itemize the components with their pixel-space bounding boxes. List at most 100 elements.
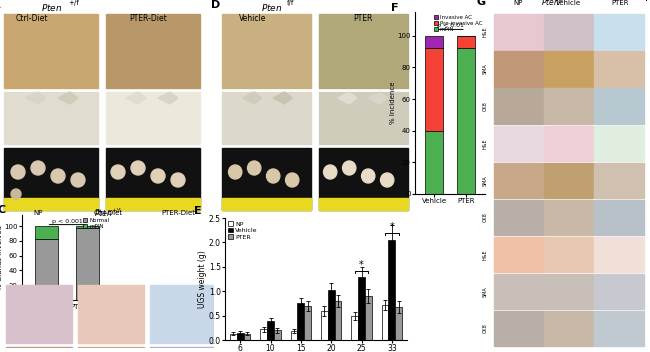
Bar	[594, 274, 644, 309]
Bar	[544, 200, 593, 235]
Bar	[106, 14, 200, 88]
Bar	[425, 48, 443, 131]
Text: H&E: H&E	[483, 27, 488, 37]
Bar	[544, 51, 593, 87]
Text: PTER: PTER	[353, 14, 372, 23]
Circle shape	[380, 173, 394, 187]
Bar	[544, 88, 593, 124]
Bar	[544, 14, 593, 50]
Bar	[222, 198, 311, 210]
Bar	[318, 92, 408, 144]
Text: $\it{Pten}$: $\it{Pten}$	[41, 2, 63, 13]
Bar	[544, 311, 593, 346]
Bar	[389, 240, 395, 340]
Text: Vehicle: Vehicle	[239, 14, 266, 23]
Y-axis label: % Incidence: % Incidence	[390, 82, 396, 124]
Legend: Normal, mPIN: Normal, mPIN	[83, 218, 109, 229]
Bar	[6, 285, 72, 343]
Text: PTER-Diet: PTER-Diet	[129, 14, 167, 23]
Circle shape	[111, 165, 125, 179]
Bar	[4, 92, 98, 144]
Bar	[493, 200, 543, 235]
Text: CK8: CK8	[483, 213, 488, 222]
Circle shape	[361, 169, 375, 183]
Bar	[106, 92, 200, 144]
Circle shape	[171, 173, 185, 187]
Bar	[594, 237, 644, 272]
Text: $\it{Pten}$: $\it{Pten}$	[261, 2, 282, 13]
Bar	[335, 301, 341, 340]
Bar	[544, 163, 593, 198]
Legend: Invasive AC, Pre-invasive AC, mPIN: Invasive AC, Pre-invasive AC, mPIN	[434, 15, 482, 32]
Bar	[76, 226, 99, 227]
Bar	[457, 48, 474, 194]
Bar	[318, 198, 408, 210]
Text: H&E: H&E	[483, 138, 488, 149]
Text: E: E	[194, 206, 202, 216]
Circle shape	[31, 161, 45, 175]
Bar	[222, 92, 311, 144]
Text: SMA: SMA	[483, 175, 488, 186]
Bar	[244, 334, 250, 340]
Bar	[358, 277, 365, 340]
Bar	[318, 148, 408, 210]
Bar	[493, 237, 543, 272]
Bar	[594, 311, 644, 346]
Polygon shape	[58, 92, 78, 104]
Circle shape	[71, 173, 85, 187]
Bar	[106, 198, 200, 210]
Text: D: D	[211, 0, 220, 10]
Polygon shape	[126, 92, 146, 104]
Text: *: *	[359, 260, 364, 270]
Bar	[237, 333, 244, 340]
Text: $\it{Pten}$$^{+/f}$: $\it{Pten}$$^{+/f}$	[94, 207, 122, 219]
Circle shape	[248, 161, 261, 175]
Bar	[493, 51, 543, 87]
Bar	[493, 88, 543, 124]
Bar	[493, 126, 543, 161]
Y-axis label: UGS weight (g): UGS weight (g)	[198, 250, 207, 308]
Bar	[544, 126, 593, 161]
Bar	[35, 239, 58, 300]
Text: CK8: CK8	[483, 324, 488, 333]
Bar	[78, 285, 144, 343]
Text: $\it{Pten}$$^{f/f}$: $\it{Pten}$$^{f/f}$	[541, 0, 566, 8]
Circle shape	[131, 161, 145, 175]
Circle shape	[343, 161, 356, 175]
Bar	[493, 14, 543, 50]
Polygon shape	[243, 92, 262, 104]
Text: F: F	[391, 3, 398, 13]
Polygon shape	[158, 92, 178, 104]
Bar	[4, 14, 98, 88]
Bar	[457, 36, 474, 48]
Bar	[544, 274, 593, 309]
Text: CK8: CK8	[483, 101, 488, 111]
Y-axis label: % Glands involved: % Glands involved	[0, 225, 3, 290]
Text: f/f: f/f	[287, 0, 294, 6]
Bar	[382, 305, 389, 340]
Bar	[544, 237, 593, 272]
Bar	[4, 198, 98, 210]
Text: p < 0.001: p < 0.001	[51, 219, 83, 224]
Bar	[267, 321, 274, 340]
Polygon shape	[368, 92, 387, 104]
Bar	[395, 307, 402, 340]
Text: Ctrl-Diet: Ctrl-Diet	[94, 210, 123, 216]
Text: H&E: H&E	[483, 249, 488, 260]
Text: Vehicle: Vehicle	[556, 0, 582, 6]
Text: +/f: +/f	[68, 0, 79, 6]
Bar	[365, 296, 372, 340]
Polygon shape	[338, 92, 357, 104]
Text: p < 0.01: p < 0.01	[437, 23, 463, 28]
Bar	[261, 329, 267, 340]
Text: NP: NP	[33, 210, 43, 216]
Bar	[304, 306, 311, 340]
Circle shape	[51, 169, 65, 183]
Text: C: C	[0, 206, 6, 215]
Text: PTER: PTER	[611, 0, 629, 6]
Bar	[6, 347, 72, 352]
Circle shape	[229, 165, 242, 179]
Bar	[222, 14, 311, 88]
Bar	[321, 311, 328, 340]
Bar	[291, 331, 298, 340]
